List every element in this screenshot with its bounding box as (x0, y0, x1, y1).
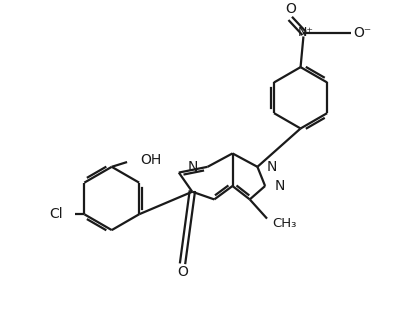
Text: N⁺: N⁺ (297, 26, 313, 39)
Text: CH₃: CH₃ (272, 217, 296, 230)
Text: N: N (188, 160, 198, 174)
Text: OH: OH (141, 153, 162, 167)
Text: O: O (286, 2, 297, 16)
Text: O⁻: O⁻ (354, 26, 372, 40)
Text: O: O (177, 265, 188, 279)
Text: N: N (267, 160, 277, 174)
Text: N: N (275, 179, 285, 193)
Text: Cl: Cl (50, 207, 63, 221)
